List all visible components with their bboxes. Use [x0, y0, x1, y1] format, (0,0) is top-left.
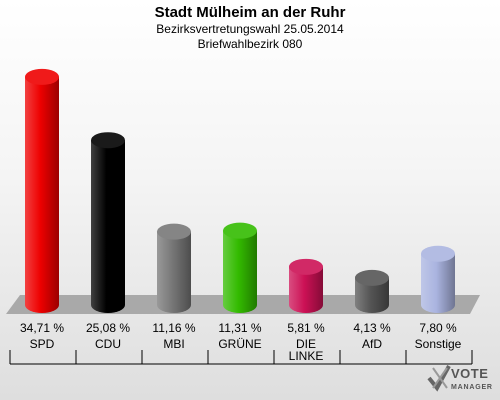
bar-sonstige: [421, 245, 455, 313]
bar-top: [421, 245, 455, 262]
chart-subtitle: Bezirksvertretungswahl 25.05.2014: [156, 22, 344, 36]
bar-base: [355, 297, 389, 313]
value-label: 11,16 %: [152, 321, 195, 335]
bar-base: [157, 297, 191, 313]
bar-top: [157, 223, 191, 240]
chart-title: Stadt Mülheim an der Ruhr: [154, 4, 346, 21]
bar-body: [223, 230, 257, 305]
bar-spd: [25, 68, 59, 313]
bar-base: [91, 297, 125, 313]
bar-afd: [355, 269, 389, 313]
logo-word-vote: VOTE: [451, 366, 488, 381]
bar-base: [289, 297, 323, 313]
bar-base: [25, 297, 59, 313]
category-label: AfD: [362, 337, 382, 351]
bar-top: [91, 132, 125, 149]
chart-header: Stadt Mülheim an der Ruhr Bezirksvertret…: [0, 4, 500, 52]
bar-base: [421, 297, 455, 313]
bar-body: [421, 253, 455, 305]
logo-check-icon: [427, 365, 451, 392]
category-label: DIE: [296, 337, 316, 351]
bar-base: [223, 297, 257, 313]
bar-top: [25, 68, 59, 85]
bar-cdu: [91, 132, 125, 313]
value-label: 5,81 %: [287, 321, 325, 335]
value-label: 11,31 %: [218, 321, 261, 335]
bar-body: [157, 231, 191, 305]
category-label: GRÜNE: [218, 337, 261, 351]
category-label: Sonstige: [415, 337, 462, 351]
bar-top: [289, 258, 323, 275]
vote-manager-logo: VOTE MANAGER: [427, 365, 493, 392]
bar-grüne: [223, 222, 257, 313]
bar-die-linke: [289, 258, 323, 313]
category-label: SPD: [30, 337, 55, 351]
value-label: 7,80 %: [419, 321, 457, 335]
category-label: LINKE: [289, 349, 324, 363]
chart-subtitle-district: Briefwahlbezirk 080: [197, 37, 303, 51]
bar-top: [355, 269, 389, 286]
bar-body: [25, 76, 59, 305]
logo-word-manager: MANAGER: [451, 384, 493, 391]
bar-top: [223, 222, 257, 239]
category-label: MBI: [163, 337, 184, 351]
bar-body: [91, 140, 125, 305]
value-label: 34,71 %: [20, 321, 64, 335]
value-label: 25,08 %: [86, 321, 130, 335]
value-label: 4,13 %: [353, 321, 391, 335]
category-label: CDU: [95, 337, 121, 351]
bar-mbi: [157, 223, 191, 313]
